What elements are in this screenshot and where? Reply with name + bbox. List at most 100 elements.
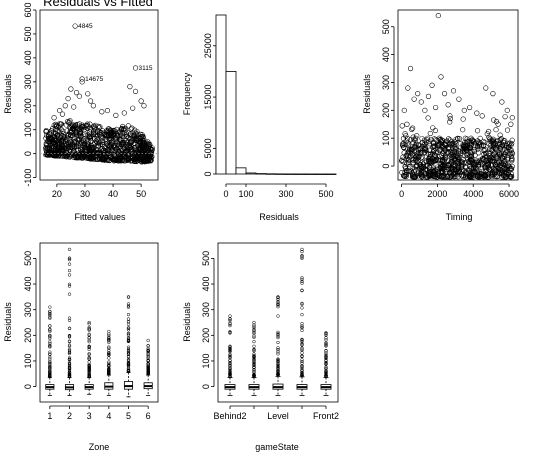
panel2-bar <box>295 173 307 175</box>
panel3-point <box>462 174 468 180</box>
panel1-point <box>84 155 90 161</box>
panel3-point <box>497 141 503 147</box>
panel1-point <box>97 141 103 148</box>
panel3-point <box>467 104 473 111</box>
panel3-point <box>504 107 510 113</box>
panel3-point <box>463 147 469 153</box>
panel3-point <box>438 173 444 180</box>
panel5-outlier <box>276 330 280 335</box>
panel1-point <box>85 139 91 145</box>
panel1-point <box>145 158 151 164</box>
panel3-ytick-label: 100 <box>381 131 391 146</box>
panel4-outlier <box>146 365 150 370</box>
panel3-point <box>411 136 417 143</box>
panel5-outlier <box>276 347 280 352</box>
panel3-point <box>420 172 426 179</box>
panel3-point <box>407 65 414 72</box>
panel1-point <box>141 143 147 149</box>
panel1-point <box>46 135 52 142</box>
panel4-outlier <box>87 369 91 373</box>
panel1-point <box>98 146 104 152</box>
panel4-ytick-label: 500 <box>23 251 33 266</box>
panel1-point <box>85 132 91 138</box>
panel4-ylabel: Residuals <box>3 302 13 342</box>
panel3-point <box>441 174 447 180</box>
panel4-outlier <box>87 362 91 367</box>
panel4-outlier-max <box>107 329 111 334</box>
panel5-ytick-label: 300 <box>201 302 211 317</box>
panel3-point <box>439 137 445 143</box>
panel4-ytick-label: 300 <box>23 302 33 317</box>
panel5-outlier <box>252 365 256 369</box>
panel1-point <box>43 128 49 135</box>
panel2-ytick-label: 15000 <box>203 85 213 110</box>
panel1-point <box>49 136 55 143</box>
panel1-point <box>111 156 117 162</box>
panel2-ytick-label: 25000 <box>203 33 213 58</box>
panel3-point <box>474 128 481 134</box>
panel1-point <box>120 126 126 132</box>
panel1-point <box>96 129 102 135</box>
panel1-point <box>145 139 151 145</box>
panel1-point <box>68 144 74 151</box>
panel3-point <box>435 149 441 155</box>
panel5-outlier <box>228 347 232 351</box>
panel1-ytick-label: 400 <box>23 50 33 65</box>
panel2-xtick-label: 0 <box>223 189 228 199</box>
panel1-point <box>88 150 95 156</box>
panel4-outlier <box>126 345 131 349</box>
panel3-point <box>405 140 411 146</box>
panel3-point <box>409 170 415 176</box>
panel1-point <box>148 158 154 164</box>
panel2-bar <box>255 173 267 175</box>
panel4-outlier <box>107 336 111 340</box>
panel3-point <box>413 141 419 147</box>
panel3-point <box>414 163 420 169</box>
panel3-point <box>501 174 507 180</box>
panel2-xlabel: Residuals <box>259 212 299 222</box>
panel1-point <box>132 133 138 139</box>
panel3-point <box>493 118 500 125</box>
panel4-outlier <box>126 347 131 351</box>
panel1-point <box>129 125 135 131</box>
panel3-point <box>476 170 482 176</box>
panel4-outlier <box>146 370 150 374</box>
panel3-point <box>499 154 505 161</box>
panel3-point <box>451 163 458 169</box>
panel1-point <box>102 155 108 161</box>
panel5-xtick-label: Behind2 <box>213 411 246 421</box>
panel1-point <box>46 149 52 155</box>
panel4-outlier <box>146 362 150 366</box>
panel1-xtick-label: 40 <box>108 189 118 199</box>
panel3-point <box>503 167 509 173</box>
panel3-point <box>401 145 407 151</box>
panel3-point <box>491 150 498 156</box>
panel3-point <box>401 107 407 113</box>
panel2-ylabel: Frequency <box>182 72 192 115</box>
panel3-point <box>425 115 431 121</box>
panel1-point <box>51 115 57 121</box>
panel3-point <box>502 158 508 164</box>
panel4-outlier <box>48 333 52 338</box>
panel3-point <box>455 159 461 165</box>
panel4-outlier <box>87 338 91 342</box>
panel3-point <box>442 141 448 147</box>
panel2-bar <box>325 173 337 175</box>
panel3-point <box>483 85 489 91</box>
panel4-outlier <box>126 312 131 317</box>
panel4-outlier <box>67 361 72 366</box>
panel3-point <box>409 174 416 180</box>
panel5-outlier <box>228 323 232 328</box>
panel5-outlier-max <box>300 247 304 252</box>
panel1-point <box>76 140 82 146</box>
panel3-point <box>432 168 438 174</box>
panel5-outlier <box>228 349 232 354</box>
panel1-point <box>55 144 61 151</box>
panel1-point <box>69 123 75 130</box>
panel1-point <box>60 147 66 153</box>
panel4-outlier <box>107 337 111 342</box>
panel4-outlier <box>126 358 131 363</box>
panel1-labeled-point <box>132 65 139 71</box>
panel4-outlier <box>87 365 91 370</box>
panel3-point <box>429 82 435 88</box>
